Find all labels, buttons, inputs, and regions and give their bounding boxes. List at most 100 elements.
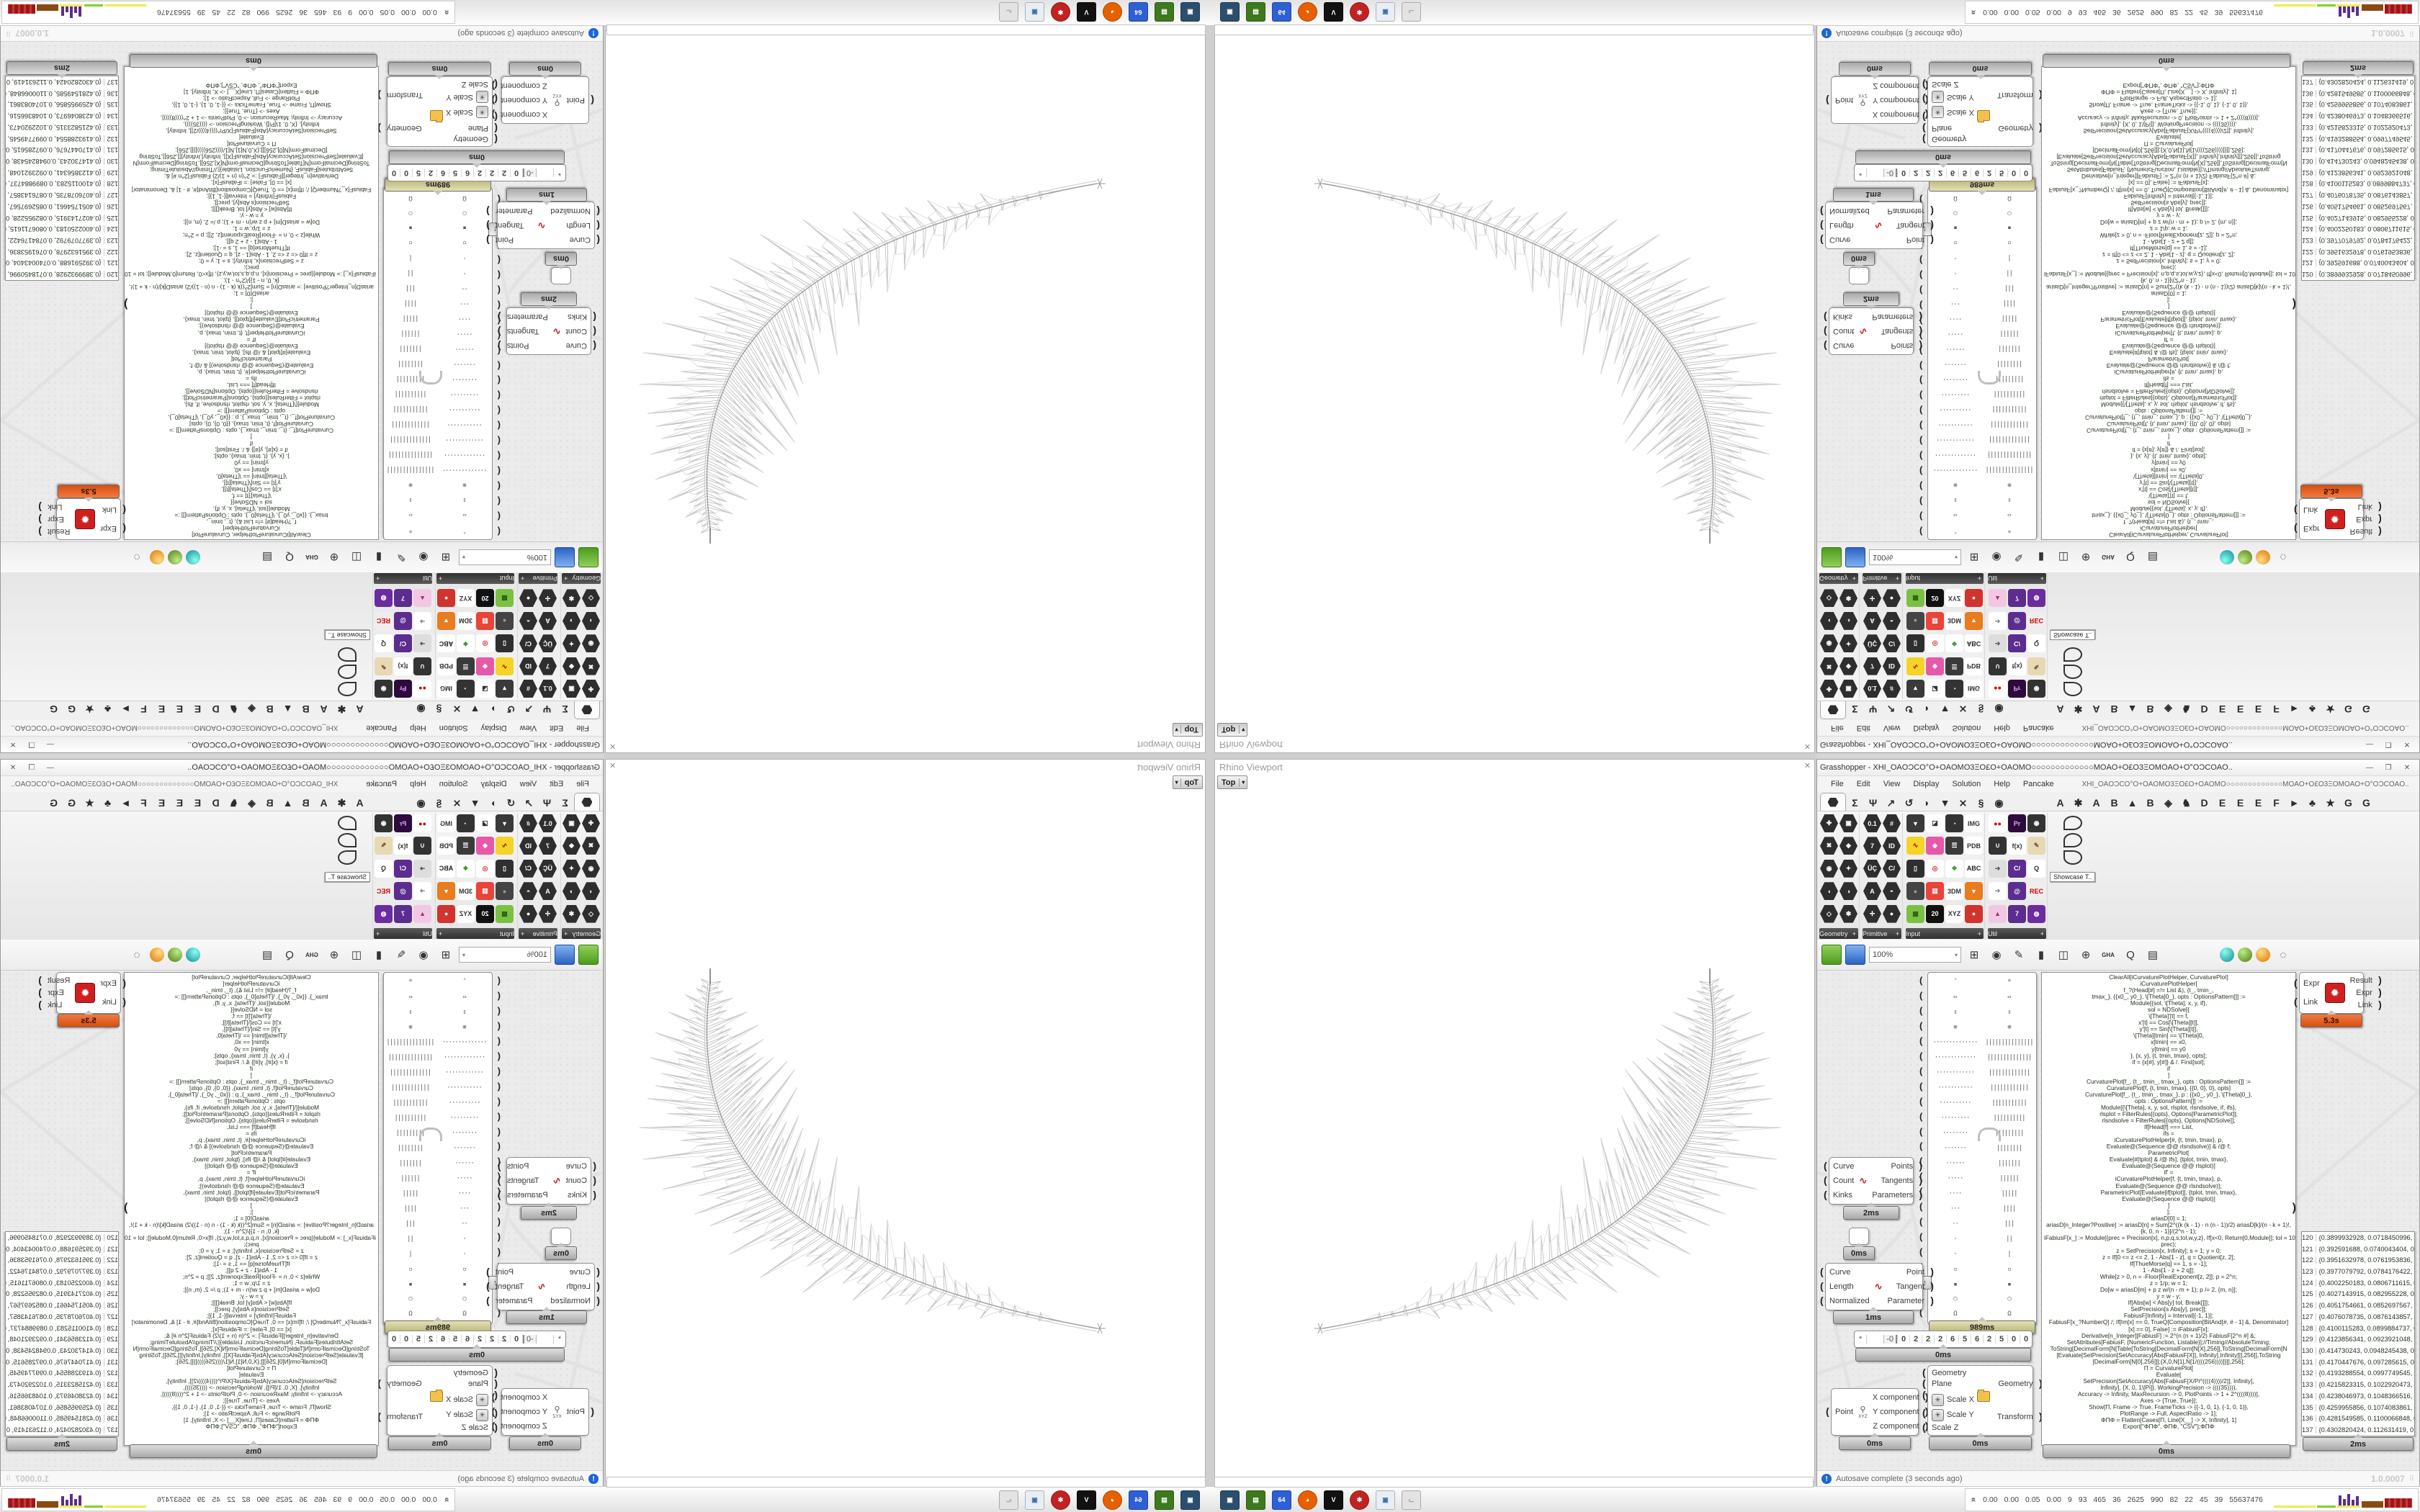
tab-A[interactable]: A (2056, 703, 2064, 715)
stream-row[interactable]: ⇕⇕ (1919, 1005, 2045, 1020)
component-icon[interactable]: ABC (1965, 634, 1983, 653)
component-icon[interactable]: ▯ (1906, 859, 1924, 878)
relay-component[interactable] (1849, 1228, 1869, 1245)
stream-row[interactable]: ···|||| (1919, 1201, 2045, 1216)
focus-extents-button[interactable]: ⊞ (1969, 551, 1979, 563)
tab-★[interactable]: ★ (85, 796, 94, 809)
tab-B[interactable]: B (2146, 703, 2154, 715)
component-icon[interactable]: 0.1 (1863, 814, 1881, 832)
component-icon[interactable]: ABC (437, 634, 455, 653)
tab-G[interactable]: G (2362, 703, 2370, 715)
stream-row[interactable]: ·| (1928, 251, 2036, 266)
menu-item-pancake[interactable]: Pancake (2022, 780, 2054, 788)
component-icon[interactable]: 7 (1863, 657, 1881, 675)
component-icon[interactable]: Q (2027, 859, 2045, 878)
expand-icon[interactable]: + (376, 930, 380, 937)
component-icon[interactable]: C/ (394, 634, 412, 653)
component-icon[interactable]: ▦ (1906, 589, 1924, 608)
component-icon[interactable]: ▲ (413, 589, 431, 608)
component-icon[interactable]: ● (1906, 611, 1924, 630)
floppy-64-icon[interactable]: 64 (1272, 1490, 1291, 1510)
tab-▲[interactable]: ▲ (282, 797, 293, 809)
component-icon[interactable]: ◔ (457, 814, 475, 832)
floppy-64-icon[interactable]: 64 (1272, 2, 1291, 22)
stream-row[interactable]: ·····|||||| (1928, 326, 2036, 341)
component-icon[interactable]: Q (2027, 634, 2045, 653)
component-icon[interactable]: ➜ (1989, 882, 2007, 901)
tab-F[interactable]: F (2273, 797, 2280, 809)
stream-row[interactable]: ⊗⊗ (384, 477, 492, 492)
asterisk-button[interactable]: ✳ (1932, 106, 1944, 119)
expression-component[interactable]: Expr Link ✹ Result Expr Link (48, 498, 121, 540)
mathematica-code-panel[interactable]: ClearAll[iCurvaturePlotHelper, Curvature… (124, 972, 379, 1446)
zoom-select[interactable]: 100% ▾ (1869, 549, 1961, 565)
stream-row[interactable]: ·| (384, 251, 492, 266)
system-monitor-icon[interactable]: ▣ (1220, 2, 1240, 22)
component-icon[interactable]: ◎ (1926, 634, 1944, 653)
green-drive-icon[interactable]: ▤ (1155, 2, 1174, 22)
tab-★[interactable]: ★ (85, 703, 94, 716)
paint-button[interactable]: ✎ (396, 551, 406, 563)
component-icon[interactable]: ▼ (1965, 882, 1983, 901)
component-icon[interactable]: ◎ (476, 859, 494, 878)
tab-G[interactable]: G (68, 703, 76, 715)
component-icon[interactable]: @ (394, 882, 412, 901)
open-file-button[interactable] (578, 547, 599, 567)
component-icon[interactable]: ◪ (476, 814, 494, 832)
sphere-green-icon[interactable] (168, 948, 182, 962)
component-icon[interactable]: ∪ (1989, 657, 2007, 675)
component-icon[interactable]: REC (2027, 611, 2045, 630)
component-icon[interactable]: 20 (476, 904, 494, 923)
slider-digit[interactable]: 0 (2007, 1335, 2020, 1344)
tab-Σ[interactable]: Σ (562, 703, 568, 715)
component-icon[interactable]: REC (375, 882, 393, 901)
sphere-ring-icon[interactable] (2184, 948, 2198, 962)
grasshopper-canvas[interactable]: ˆ*⇔⇔⇕⇕⊗⊗··············|||||||||||||||···… (1, 42, 603, 541)
component-icon[interactable]: Q (375, 634, 393, 653)
component-icon[interactable]: ▲ (1989, 904, 2007, 923)
slider-digit[interactable]: 2 (1983, 168, 1995, 177)
points-list-panel[interactable]: 120{0.3899932928, 0.0718450996, 0.0} 121{… (5, 1231, 119, 1436)
lasso-icon[interactable] (2063, 850, 2082, 865)
component-icon[interactable]: PDB (437, 837, 455, 855)
component-icon[interactable]: IMG (437, 814, 455, 832)
open-file-button[interactable] (578, 945, 599, 965)
component-icon[interactable]: 7 (539, 837, 557, 855)
component-icon[interactable]: ∿ (496, 657, 514, 675)
asterisk-button[interactable]: ✳ (476, 1408, 488, 1421)
stream-row[interactable]: ·······|||||||| (384, 1140, 492, 1156)
stream-row[interactable]: ▫▫ (384, 235, 492, 251)
gray-cat-icon[interactable]: ᓚ (1402, 2, 1421, 22)
slider-digit[interactable]: 0 (1897, 168, 1909, 177)
component-icon[interactable]: ➜ (413, 882, 431, 901)
component-icon[interactable]: ◈ (476, 837, 494, 855)
expand-icon[interactable]: + (1895, 930, 1899, 937)
component-icon[interactable]: ✱ (563, 905, 581, 923)
red-badge-icon[interactable]: ✱ (1350, 1490, 1369, 1510)
stream-row[interactable]: ·|| (384, 266, 492, 281)
stream-row[interactable]: ···········|||||||||||| (384, 416, 492, 431)
slider-digit[interactable]: 6 (1946, 168, 1958, 177)
stream-row[interactable]: ··········||||||||||| (384, 401, 492, 416)
component-icon[interactable]: Pr (2008, 814, 2026, 832)
sphere-teal-icon[interactable] (2220, 550, 2234, 564)
tab-A[interactable]: A (356, 703, 364, 715)
component-icon[interactable]: IMG (1965, 680, 1983, 698)
stream-row[interactable]: ▪▪ (1928, 220, 2036, 235)
component-icon[interactable]: ✦ (563, 634, 581, 652)
collapse-chevron-icon[interactable]: « (441, 9, 452, 15)
rhino-command-line[interactable] (606, 1477, 1206, 1488)
slider-digit[interactable]: 5 (449, 168, 462, 177)
tab-D[interactable]: D (212, 797, 220, 809)
tab-▼[interactable]: ▼ (470, 797, 480, 809)
slider-digit[interactable]: 6 (462, 1335, 474, 1344)
stream-row[interactable]: ············||||||||||||| (1919, 1066, 2045, 1081)
window-app-icon[interactable]: ▣ (1376, 1490, 1395, 1510)
component-icon[interactable]: ▣ (1839, 814, 1857, 832)
stream-row[interactable]: ·········|||||||||| (384, 1111, 492, 1126)
tab-B[interactable]: B (302, 797, 310, 809)
close-icon[interactable]: ✕ (1803, 762, 1811, 770)
find-button[interactable]: Q (2126, 551, 2135, 564)
component-icon[interactable]: ➜ (413, 859, 431, 878)
tab-◗[interactable]: ◗ (1924, 703, 1930, 715)
